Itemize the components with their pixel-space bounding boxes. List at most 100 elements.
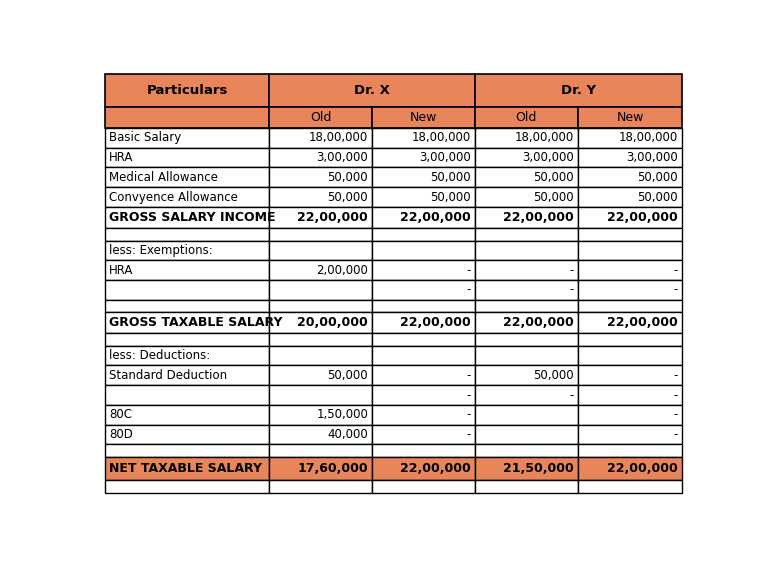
Bar [270, 312, 372, 333]
Bar [105, 280, 270, 300]
Bar [105, 74, 270, 107]
Text: 22,00,000: 22,00,000 [400, 462, 471, 475]
Text: 18,00,000: 18,00,000 [309, 131, 368, 144]
Text: 22,00,000: 22,00,000 [607, 211, 678, 224]
Bar [475, 457, 578, 480]
Bar [105, 148, 270, 168]
Text: -: - [466, 408, 471, 421]
Bar [372, 385, 475, 405]
Text: 50,000: 50,000 [430, 171, 471, 184]
Bar [372, 168, 475, 187]
Bar [270, 74, 475, 107]
Text: 21,50,000: 21,50,000 [503, 462, 574, 475]
Bar [270, 187, 372, 207]
Bar [578, 457, 682, 480]
Bar [578, 148, 682, 168]
Bar [578, 480, 682, 493]
Bar [475, 74, 682, 107]
Bar [372, 405, 475, 425]
Bar [372, 365, 475, 385]
Bar [578, 187, 682, 207]
Bar [578, 346, 682, 365]
Bar [578, 300, 682, 312]
Bar [475, 280, 578, 300]
Text: 50,000: 50,000 [327, 369, 368, 382]
Text: less: Exemptions:: less: Exemptions: [109, 244, 213, 257]
Text: NET TAXABLE SALARY: NET TAXABLE SALARY [109, 462, 262, 475]
Bar [270, 260, 372, 280]
Bar [270, 280, 372, 300]
Bar [105, 385, 270, 405]
Bar [105, 444, 270, 457]
Text: 18,00,000: 18,00,000 [515, 131, 574, 144]
Bar [105, 107, 270, 128]
Bar [475, 260, 578, 280]
Bar [372, 187, 475, 207]
Bar [270, 128, 372, 148]
Text: 50,000: 50,000 [533, 369, 574, 382]
Bar [105, 241, 270, 260]
Bar [372, 457, 475, 480]
Text: 18,00,000: 18,00,000 [412, 131, 471, 144]
Text: 50,000: 50,000 [533, 171, 574, 184]
Bar [270, 346, 372, 365]
Bar [475, 346, 578, 365]
Bar [475, 168, 578, 187]
Text: Old: Old [310, 111, 332, 124]
Text: 22,00,000: 22,00,000 [503, 211, 574, 224]
Bar [105, 480, 270, 493]
Bar [270, 168, 372, 187]
Bar [578, 241, 682, 260]
Text: 40,000: 40,000 [327, 428, 368, 441]
Bar [475, 425, 578, 444]
Text: Particulars: Particulars [147, 84, 228, 96]
Bar [372, 148, 475, 168]
Bar [105, 346, 270, 365]
Text: 3,00,000: 3,00,000 [522, 151, 574, 164]
Bar [270, 241, 372, 260]
Text: -: - [466, 369, 471, 382]
Bar [475, 312, 578, 333]
Text: -: - [466, 389, 471, 402]
Bar [372, 280, 475, 300]
Bar [578, 333, 682, 346]
Text: -: - [569, 283, 574, 296]
Bar [372, 128, 475, 148]
Bar [372, 241, 475, 260]
Bar [372, 333, 475, 346]
Bar [578, 207, 682, 228]
Text: Dr. X: Dr. X [354, 84, 390, 96]
Bar [372, 207, 475, 228]
Bar [578, 168, 682, 187]
Bar [105, 333, 270, 346]
Bar [270, 425, 372, 444]
Text: 50,000: 50,000 [327, 191, 368, 204]
Bar [270, 405, 372, 425]
Bar [372, 346, 475, 365]
Text: 3,00,000: 3,00,000 [316, 151, 368, 164]
Bar [270, 148, 372, 168]
Bar [475, 333, 578, 346]
Bar [270, 207, 372, 228]
Text: 3,00,000: 3,00,000 [627, 151, 678, 164]
Text: Medical Allowance: Medical Allowance [109, 171, 218, 184]
Text: Convyence Allowance: Convyence Allowance [109, 191, 238, 204]
Bar [475, 128, 578, 148]
Bar [105, 228, 270, 241]
Bar [270, 480, 372, 493]
Text: -: - [466, 428, 471, 441]
Text: -: - [674, 283, 678, 296]
Bar [105, 207, 270, 228]
Text: Basic Salary: Basic Salary [109, 131, 181, 144]
Text: New: New [617, 111, 644, 124]
Bar [372, 107, 475, 128]
Text: 50,000: 50,000 [533, 191, 574, 204]
Bar [105, 260, 270, 280]
Bar [578, 365, 682, 385]
Bar [270, 457, 372, 480]
Text: New: New [410, 111, 437, 124]
Bar [475, 385, 578, 405]
Bar [475, 148, 578, 168]
Text: 50,000: 50,000 [637, 171, 678, 184]
Text: -: - [569, 264, 574, 277]
